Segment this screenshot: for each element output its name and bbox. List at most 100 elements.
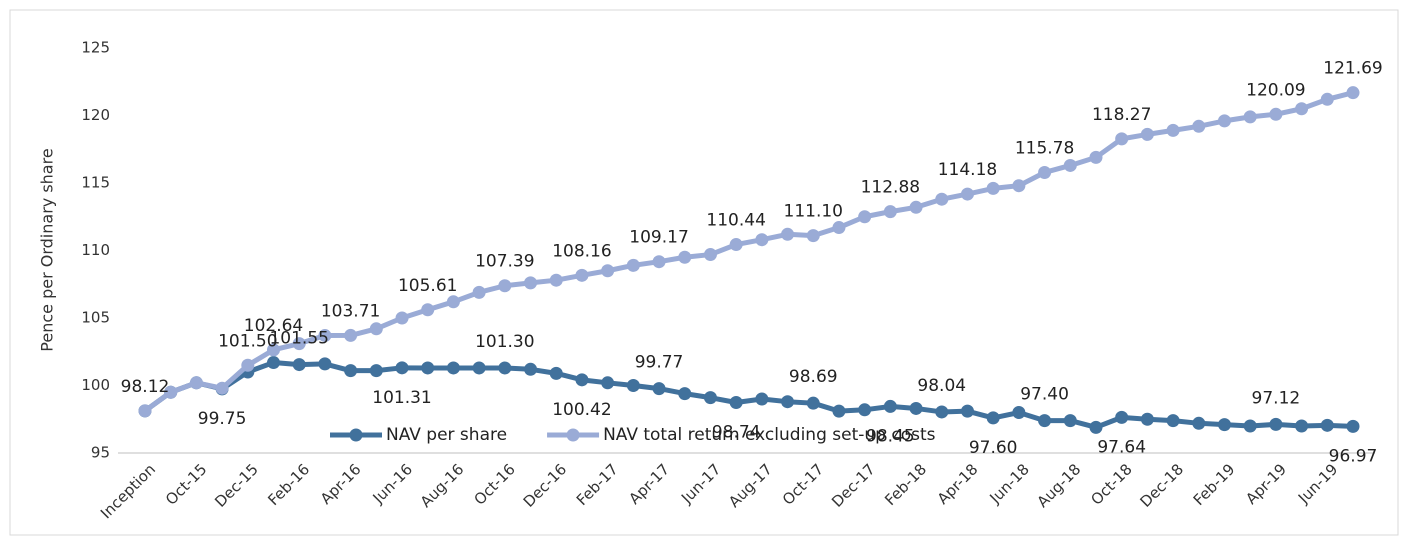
data-label: 99.75 <box>198 409 247 429</box>
point <box>755 392 769 406</box>
legend-marker <box>349 428 363 442</box>
point <box>960 404 974 418</box>
point <box>703 248 717 262</box>
data-label: 102.64 <box>244 316 303 336</box>
data-label: 98.45 <box>866 426 915 446</box>
point <box>1038 414 1052 428</box>
data-label: 97.64 <box>1097 437 1146 457</box>
point <box>395 311 409 325</box>
data-label: 98.69 <box>789 367 838 387</box>
legend-label: NAV total return excluding set-up costs <box>603 425 936 445</box>
point <box>1140 412 1154 426</box>
point <box>1320 418 1334 432</box>
point <box>858 403 872 417</box>
point <box>575 268 589 282</box>
point <box>909 401 923 415</box>
point <box>755 233 769 247</box>
point <box>652 255 666 269</box>
point <box>369 322 383 336</box>
data-label: 96.97 <box>1329 446 1378 466</box>
point <box>678 250 692 264</box>
point <box>626 379 640 392</box>
point <box>678 387 692 401</box>
data-label: 114.18 <box>938 160 997 180</box>
data-label: 97.12 <box>1252 388 1301 408</box>
point <box>601 264 615 278</box>
data-label: 118.27 <box>1092 105 1151 125</box>
point <box>1038 165 1052 179</box>
data-label: 97.40 <box>1020 385 1069 405</box>
data-label: 121.69 <box>1323 59 1382 79</box>
data-label: 98.74 <box>712 423 761 443</box>
y-tick-label: 115 <box>81 174 110 192</box>
point <box>883 399 897 413</box>
point <box>472 361 486 375</box>
point <box>292 358 306 372</box>
point <box>1346 86 1360 100</box>
point <box>729 238 743 252</box>
point <box>549 366 563 380</box>
y-tick-label: 125 <box>81 39 110 57</box>
point <box>986 411 1000 425</box>
point <box>498 361 512 375</box>
point <box>1295 419 1309 433</box>
data-label: 120.09 <box>1246 80 1305 100</box>
point <box>781 395 795 409</box>
y-tick-label: 120 <box>81 106 110 124</box>
data-label: 105.61 <box>398 276 457 296</box>
point <box>1089 420 1103 434</box>
point <box>498 279 512 293</box>
data-label: 103.71 <box>321 301 380 321</box>
y-tick-label: 105 <box>81 309 110 327</box>
data-label: 108.16 <box>552 241 611 261</box>
point <box>369 364 383 378</box>
data-label: 101.55 <box>269 329 328 349</box>
point <box>241 358 255 372</box>
point <box>858 210 872 224</box>
point <box>472 285 486 299</box>
legend-label: NAV per share <box>386 425 507 445</box>
point <box>652 382 666 396</box>
point <box>806 396 820 410</box>
point <box>446 295 460 309</box>
point <box>806 229 820 243</box>
point <box>267 343 281 357</box>
point <box>1269 107 1283 121</box>
point <box>1140 127 1154 141</box>
data-label: 101.30 <box>475 332 534 352</box>
legend-marker <box>566 428 580 442</box>
point <box>1217 418 1231 432</box>
point <box>1089 150 1103 164</box>
point <box>935 192 949 206</box>
y-axis-title: Pence per Ordinary share <box>38 148 57 351</box>
point <box>703 391 717 405</box>
point <box>883 205 897 219</box>
data-label: 98.12 <box>121 377 170 397</box>
point <box>1012 406 1026 419</box>
point <box>1115 410 1129 424</box>
point <box>318 357 332 371</box>
point <box>1012 179 1026 193</box>
point <box>395 361 409 375</box>
point <box>1320 92 1334 106</box>
point <box>344 364 358 378</box>
point <box>215 381 229 395</box>
data-label: 99.77 <box>635 353 684 373</box>
point <box>1115 132 1129 146</box>
y-tick-label: 100 <box>81 376 110 394</box>
point <box>960 187 974 201</box>
point <box>1243 110 1257 124</box>
y-tick-label: 95 <box>91 444 110 462</box>
point <box>935 405 949 419</box>
data-label: 110.44 <box>706 211 765 231</box>
point <box>986 181 1000 195</box>
point <box>189 376 203 390</box>
data-label: 109.17 <box>629 228 688 248</box>
point <box>1217 114 1231 128</box>
data-label: 111.10 <box>784 202 843 222</box>
point <box>729 396 743 410</box>
data-label: 112.88 <box>861 178 920 198</box>
point <box>832 221 846 235</box>
point <box>781 227 795 241</box>
